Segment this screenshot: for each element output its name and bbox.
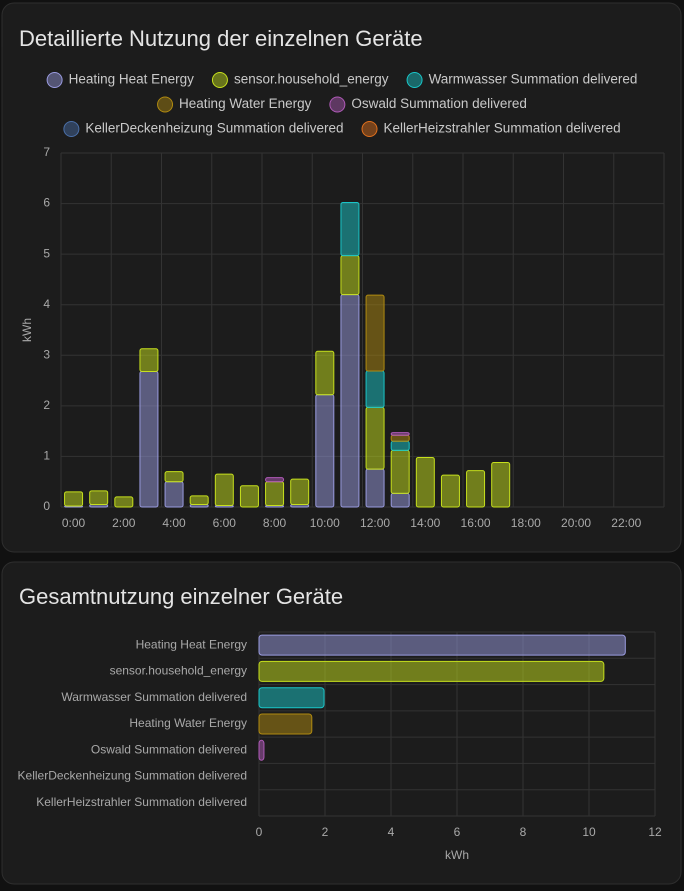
legend-label: KellerHeizstrahler Summation delivered [384, 121, 621, 136]
x-tick-label: 22:00 [611, 516, 641, 530]
x-tick-label: 12 [648, 825, 662, 839]
x-tick-label: 12:00 [360, 516, 390, 530]
bar-segment [265, 477, 285, 483]
bar [258, 660, 605, 682]
x-tick-label: 0:00 [62, 516, 86, 530]
x-tick-label: 8 [520, 825, 527, 839]
x-tick-label: 10:00 [310, 516, 340, 530]
card [1, 561, 682, 885]
y-tick-label: 3 [43, 347, 50, 361]
bar-segment [315, 350, 335, 396]
bar-segment [365, 370, 385, 408]
bar-segment [365, 294, 385, 372]
bar-segment [89, 490, 109, 505]
bar-segment [239, 485, 259, 508]
bar-segment [64, 491, 84, 507]
bar-segment [290, 478, 310, 505]
bar-segment [164, 481, 184, 508]
bar-segment [340, 202, 360, 257]
y-tick-label: 2 [43, 398, 50, 412]
y-tick-label: KellerDeckenheizung Summation delivered [18, 769, 247, 783]
legend-marker [157, 96, 174, 113]
bar-segment [139, 348, 159, 372]
bar-segment [390, 440, 410, 451]
x-tick-label: 14:00 [410, 516, 440, 530]
legend-label: Heating Heat Energy [69, 72, 195, 87]
x-tick-label: 6 [454, 825, 461, 839]
x-axis-label: kWh [445, 848, 469, 862]
card-title: Detaillierte Nutzung der einzelnen Gerät… [19, 26, 423, 51]
bar-segment [390, 492, 410, 508]
bar [258, 687, 325, 709]
y-tick-label: 6 [43, 196, 50, 210]
bar-segment [390, 434, 410, 442]
y-tick-label: Heating Heat Energy [136, 637, 247, 651]
legend-label: Warmwasser Summation delivered [429, 72, 638, 87]
bar-segment [315, 394, 335, 508]
bar-segment [114, 496, 134, 508]
y-axis-label: kWh [20, 318, 34, 342]
y-tick-label: 0 [43, 499, 50, 513]
bar-segment [164, 471, 184, 483]
y-tick-label: 7 [43, 145, 50, 159]
x-tick-label: 4 [388, 825, 395, 839]
x-tick-label: 8:00 [263, 516, 287, 530]
y-tick-label: KellerHeizstrahler Summation delivered [36, 795, 247, 809]
y-tick-label: Heating Water Energy [129, 716, 247, 730]
x-tick-label: 18:00 [511, 516, 541, 530]
legend-marker [406, 72, 423, 88]
bar [258, 713, 313, 735]
legend-label: Oswald Summation delivered [351, 96, 527, 111]
legend-label: Heating Water Energy [179, 96, 312, 111]
y-tick-label: Oswald Summation delivered [91, 742, 247, 756]
y-tick-label: 4 [43, 297, 50, 311]
x-tick-label: 2 [322, 825, 329, 839]
x-tick-label: 16:00 [461, 516, 491, 530]
y-tick-label: 1 [43, 449, 50, 463]
bar-segment [440, 474, 460, 508]
x-tick-label: 10 [582, 825, 596, 839]
x-tick-label: 20:00 [561, 516, 591, 530]
bar-segment [365, 406, 385, 470]
legend-marker [63, 121, 80, 137]
bar-segment [466, 470, 486, 508]
bar-segment [390, 449, 410, 494]
bar-segment [390, 432, 410, 436]
legend-label: KellerDeckenheizung Summation delivered [85, 121, 343, 136]
bar-segment [139, 370, 159, 508]
legend-label: sensor.household_energy [234, 72, 389, 87]
bar-segment [265, 481, 285, 506]
bar-segment [340, 294, 360, 508]
card-title: Gesamtnutzung einzelner Geräte [19, 584, 343, 609]
legend-marker [46, 72, 63, 88]
bar-segment [340, 255, 360, 296]
bar-segment [491, 461, 511, 508]
x-tick-label: 6:00 [213, 516, 237, 530]
bar [258, 634, 626, 656]
bar-segment [415, 456, 435, 508]
x-tick-label: 4:00 [162, 516, 186, 530]
legend-marker [211, 72, 228, 88]
bar [258, 739, 265, 761]
y-tick-label: Warmwasser Summation delivered [61, 690, 247, 704]
y-tick-label: 5 [43, 246, 50, 260]
y-tick-label: sensor.household_energy [110, 664, 247, 678]
bar-segment [189, 495, 209, 505]
bar-segment [365, 468, 385, 508]
x-tick-label: 0 [256, 825, 263, 839]
bar-segment [214, 473, 234, 506]
legend-marker [361, 121, 378, 137]
legend-marker [329, 96, 346, 113]
x-tick-label: 2:00 [112, 516, 136, 530]
